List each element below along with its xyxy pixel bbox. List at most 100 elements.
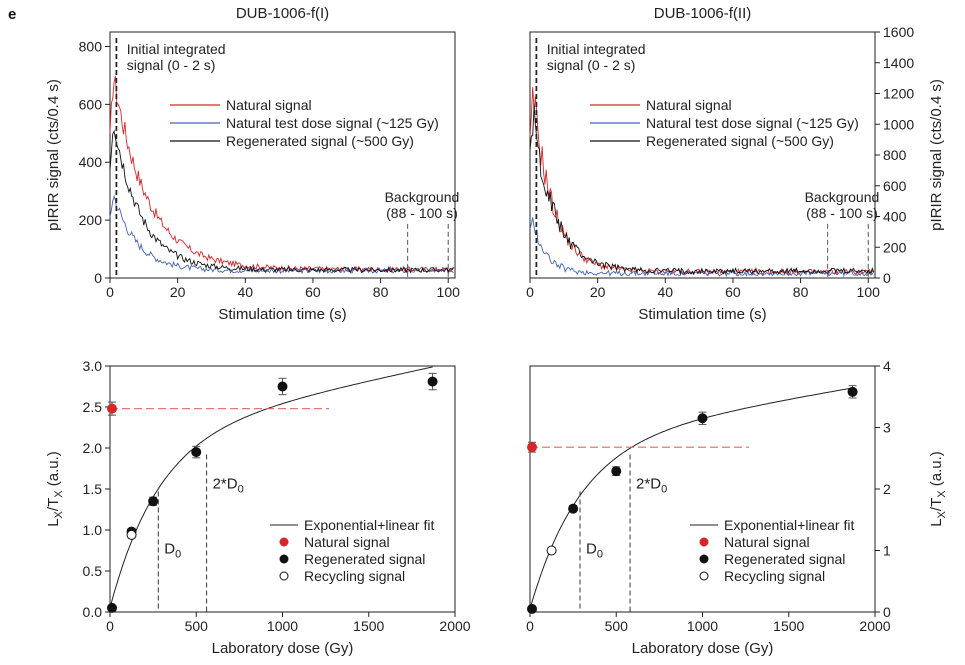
x-tick-label: 1500 bbox=[773, 618, 804, 634]
annotation-background-2: (88 - 100 s) bbox=[386, 205, 458, 221]
annotation-initial-2: signal (0 - 2 s) bbox=[127, 57, 216, 73]
legend-label: Regenerated signal bbox=[304, 551, 425, 567]
y-tick-label: 0 bbox=[883, 604, 891, 620]
y-tick-label: 200 bbox=[883, 239, 907, 255]
natural-point bbox=[107, 403, 117, 414]
y-axis-label: pIRIR signal (cts/0.4 s) bbox=[45, 79, 62, 231]
x-tick-label: 20 bbox=[170, 284, 186, 300]
recycling-point bbox=[126, 529, 137, 540]
y-tick-label: 4 bbox=[883, 358, 891, 374]
series-line-regenerated bbox=[109, 129, 454, 274]
y-tick-label: 3.0 bbox=[83, 358, 103, 374]
y-tick-label: 1400 bbox=[883, 55, 914, 71]
legend-label: Recycling signal bbox=[304, 568, 405, 584]
legend-label: Natural signal bbox=[724, 534, 810, 550]
plot-frame bbox=[109, 31, 456, 279]
annotation-background-1: Background bbox=[385, 189, 460, 205]
regenerated-point bbox=[107, 602, 117, 613]
y-tick-label: 600 bbox=[79, 96, 103, 112]
x-axis-label: Stimulation time (s) bbox=[218, 306, 346, 323]
y-tick-label: 800 bbox=[79, 38, 103, 54]
regenerated-point bbox=[427, 376, 438, 387]
d0-label: 2*D0 bbox=[213, 476, 244, 496]
fit-curve bbox=[109, 366, 433, 609]
y-tick-label: 1000 bbox=[883, 116, 914, 132]
legend-label: Natural test dose signal (~125 Gy) bbox=[226, 115, 439, 131]
x-tick-label: 0 bbox=[106, 618, 114, 634]
legend-swatch bbox=[279, 571, 289, 581]
recycling-point bbox=[546, 545, 557, 556]
legend-label: Exponential+linear fit bbox=[724, 517, 854, 533]
y-tick-label: 1200 bbox=[883, 86, 914, 102]
fit-curve bbox=[529, 387, 853, 610]
y-tick-label: 2.0 bbox=[83, 440, 103, 456]
legend-label: Natural test dose signal (~125 Gy) bbox=[646, 115, 859, 131]
y-tick-label: 1 bbox=[883, 543, 891, 559]
chart-title: DUB-1006-f(I) bbox=[236, 5, 329, 22]
x-tick-label: 1000 bbox=[687, 618, 718, 634]
legend-swatch bbox=[279, 537, 289, 547]
y-tick-label: 1600 bbox=[883, 24, 914, 40]
x-tick-label: 500 bbox=[605, 618, 629, 634]
x-tick-label: 500 bbox=[185, 618, 209, 634]
series-line-natural bbox=[109, 75, 454, 274]
natural-point bbox=[527, 442, 537, 453]
legend-label: Regenerated signal bbox=[724, 551, 845, 567]
x-axis-label: Laboratory dose (Gy) bbox=[212, 640, 354, 657]
y-tick-label: 400 bbox=[883, 209, 907, 225]
regenerated-point bbox=[148, 496, 159, 507]
legend-swatch bbox=[279, 554, 289, 564]
x-tick-label: 80 bbox=[373, 284, 389, 300]
regenerated-point bbox=[277, 381, 288, 392]
y-tick-label: 0.5 bbox=[83, 563, 103, 579]
annotation-initial-2: signal (0 - 2 s) bbox=[547, 57, 636, 73]
regenerated-point bbox=[568, 503, 579, 514]
y-axis-label: LX/TX (a.u.) bbox=[928, 451, 948, 527]
d0-label: D0 bbox=[586, 540, 603, 560]
legend-swatch bbox=[699, 571, 709, 581]
y-tick-label: 2 bbox=[883, 481, 891, 497]
x-tick-label: 2000 bbox=[439, 618, 470, 634]
regenerated-point bbox=[611, 466, 622, 477]
y-tick-label: 400 bbox=[79, 154, 103, 170]
legend-label: Exponential+linear fit bbox=[304, 517, 434, 533]
x-tick-label: 20 bbox=[590, 284, 606, 300]
y-axis-label: pIRIR signal (cts/0.4 s) bbox=[928, 79, 945, 231]
y-tick-label: 800 bbox=[883, 147, 907, 163]
x-tick-label: 0 bbox=[106, 284, 114, 300]
x-axis-label: Stimulation time (s) bbox=[638, 306, 766, 323]
y-tick-label: 0 bbox=[883, 270, 891, 286]
y-tick-label: 1.0 bbox=[83, 522, 103, 538]
panel-letter: e bbox=[8, 6, 17, 23]
series-line-regenerated bbox=[529, 105, 875, 276]
legend-label: Natural signal bbox=[226, 97, 312, 113]
annotation-initial-1: Initial integrated bbox=[547, 41, 646, 57]
x-axis-label: Laboratory dose (Gy) bbox=[632, 640, 774, 657]
x-tick-label: 0 bbox=[526, 284, 534, 300]
y-axis-label: LX/TX (a.u.) bbox=[45, 451, 65, 527]
annotation-background-2: (88 - 100 s) bbox=[806, 205, 878, 221]
x-tick-label: 100 bbox=[437, 284, 461, 300]
legend-label: Regenerated signal (~500 Gy) bbox=[226, 133, 414, 149]
x-tick-label: 40 bbox=[238, 284, 254, 300]
y-tick-label: 600 bbox=[883, 178, 907, 194]
annotation-initial-1: Initial integrated bbox=[127, 41, 226, 57]
regenerated-point bbox=[847, 386, 858, 397]
x-tick-label: 0 bbox=[526, 618, 534, 634]
d0-label: D0 bbox=[164, 540, 181, 560]
legend-label: Natural signal bbox=[304, 534, 390, 550]
legend-label: Recycling signal bbox=[724, 568, 825, 584]
x-tick-label: 60 bbox=[725, 284, 741, 300]
y-tick-label: 1.5 bbox=[83, 481, 103, 497]
legend-label: Regenerated signal (~500 Gy) bbox=[646, 133, 834, 149]
y-tick-label: 0 bbox=[94, 270, 102, 286]
x-tick-label: 60 bbox=[305, 284, 321, 300]
x-tick-label: 2000 bbox=[859, 618, 890, 634]
series-line-test_dose bbox=[529, 217, 874, 278]
y-tick-label: 200 bbox=[79, 212, 103, 228]
y-tick-label: 2.5 bbox=[83, 399, 103, 415]
x-tick-label: 1500 bbox=[353, 618, 384, 634]
annotation-background-1: Background bbox=[805, 189, 880, 205]
x-tick-label: 80 bbox=[793, 284, 809, 300]
